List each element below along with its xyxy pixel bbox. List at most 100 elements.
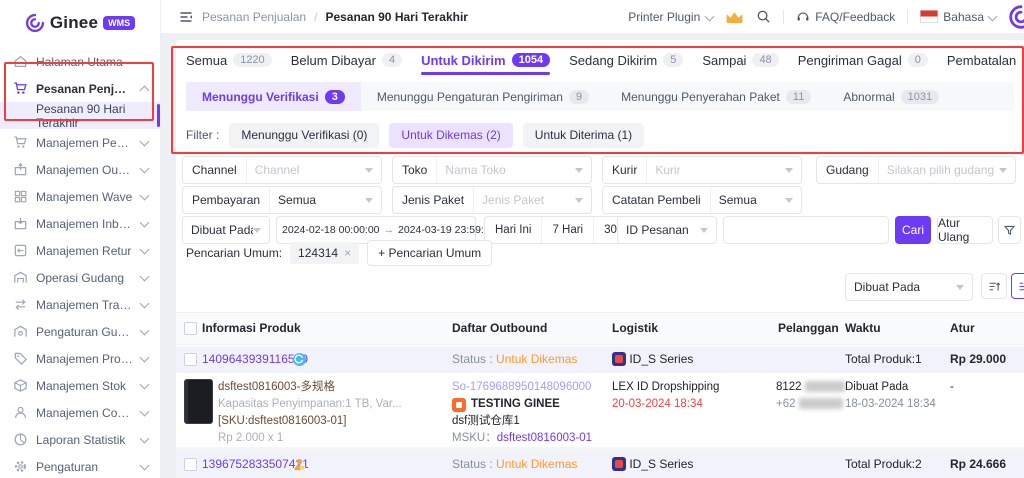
tab-belum-dibayar[interactable]: Belum Dibayar 4: [291, 53, 403, 70]
atur-ulang-button[interactable]: Atur Ulang: [937, 216, 993, 244]
order-id-link[interactable]: 1409643939116560: [202, 352, 308, 366]
sidebar-item-manajemen-stok[interactable]: Manajemen Stok: [0, 372, 160, 399]
chip-menunggu-verifikasi[interactable]: Menunggu Verifikasi (0): [229, 122, 380, 148]
chevron-down-icon: [139, 325, 150, 335]
msku-value[interactable]: dsftest0816003-01: [496, 432, 593, 444]
tab-semua[interactable]: Semua 1220: [186, 53, 272, 70]
tab-pengiriman-gagal[interactable]: Pengiriman Gagal 0: [798, 53, 928, 70]
order-amount: Rp 29.000: [950, 352, 1007, 366]
add-general-search-button[interactable]: + Pencarian Umum: [367, 240, 493, 266]
advanced-filter-button[interactable]: [998, 216, 1021, 244]
sidebar-item-manajemen-outbound[interactable]: Manajemen Outbound: [0, 156, 160, 183]
sidebar: Ginee WMS Halaman Utama Pesanan Penjuala…: [0, 0, 161, 478]
store-icon: [452, 397, 466, 412]
language-menu[interactable]: Bahasa: [920, 10, 998, 24]
chevron-down-icon: [139, 460, 150, 470]
catatan-pembeli-filter[interactable]: Catatan Pembeli Semua: [602, 186, 802, 214]
brand-name: Ginee: [49, 13, 99, 32]
product-price-qty: Rp 2.000 x 1: [218, 432, 284, 444]
order-search-input[interactable]: [723, 216, 889, 244]
select-all-checkbox[interactable]: [184, 322, 197, 335]
gudang-filter[interactable]: Gudang Silakan pilih gudang: [816, 156, 1016, 184]
so-number-link[interactable]: So-1769688950148096000: [452, 381, 592, 393]
chevron-down-icon: [139, 298, 150, 308]
stock-icon: [14, 379, 27, 392]
tab-sampai[interactable]: Sampai 48: [702, 53, 779, 70]
collapse-menu-icon[interactable]: [178, 9, 194, 25]
sidebar-item-pesanan-penjualan[interactable]: Pesanan Penjualan: [0, 75, 160, 102]
breadcrumb-parent[interactable]: Pesanan Penjualan: [202, 9, 307, 24]
jenis-paket-filter[interactable]: Jenis Paket Jenis Paket: [392, 186, 592, 214]
sort-desc-button[interactable]: [1011, 273, 1024, 299]
product-name[interactable]: dsftest0816003-多规格: [218, 381, 335, 393]
order-id-type-select[interactable]: ID Pesanan: [617, 216, 717, 244]
close-icon[interactable]: ×: [344, 246, 352, 260]
status-value: Untuk Dikemas: [496, 352, 578, 366]
subtab-menunggu-penyerahan-paket[interactable]: Menunggu Penyerahan Paket 11: [605, 82, 827, 111]
sidebar-item-pengaturan-gudang[interactable]: Pengaturan Gudang: [0, 318, 160, 345]
order-row-details: dsftest0816003-多规格 Kapasitas Penyimpanan…: [176, 373, 1024, 447]
brand-logo: Ginee WMS: [0, 0, 160, 38]
sidebar-item-manajemen-wave[interactable]: Manajemen Wave: [0, 183, 160, 210]
pembayaran-filter[interactable]: Pembayaran Semua: [182, 186, 382, 214]
sidebar-item-pengaturan[interactable]: Pengaturan: [0, 453, 160, 478]
subtab-menunggu-pengaturan-pengiriman[interactable]: Menunggu Pengaturan Pengiriman 9: [361, 82, 605, 111]
sidebar-item-pesanan-90-hari[interactable]: Pesanan 90 Hari Terakhir: [0, 102, 160, 130]
sidebar-item-laporan-statistik[interactable]: Laporan Statistik: [0, 426, 160, 453]
7-hari-button[interactable]: 7 Hari: [541, 217, 593, 243]
sidebar-item-manajemen-inbound[interactable]: Manajemen Inbound: [0, 210, 160, 237]
printer-plugin-menu[interactable]: Printer Plugin: [628, 10, 715, 24]
consignor-badge-icon[interactable]: [292, 457, 307, 472]
sync-status-icon[interactable]: [292, 352, 307, 367]
sidebar-item-manajemen-transfer[interactable]: Manajemen Transfer: [0, 291, 160, 318]
chip-untuk-dikemas[interactable]: Untuk Dikemas (2): [389, 122, 513, 148]
customer-id-prefix: 8122: [776, 381, 802, 393]
row-checkbox[interactable]: [184, 458, 197, 471]
sidebar-item-manajemen-produk[interactable]: Manajemen Produk: [0, 345, 160, 372]
chevron-down-icon: [365, 197, 373, 203]
sidebar-item-manajemen-consignor[interactable]: Manajemen Consignor: [0, 399, 160, 426]
product-icon: [14, 352, 27, 365]
search-icon[interactable]: [756, 9, 771, 24]
chip-untuk-diterima[interactable]: Untuk Diterima (1): [522, 122, 645, 148]
crown-icon[interactable]: [725, 9, 744, 25]
tab-pembatalan[interactable]: Pembatalan109: [947, 53, 1024, 70]
chevron-down-icon: [139, 244, 150, 254]
tab-untuk-dikirim[interactable]: Untuk Dikirim 1054: [421, 53, 551, 75]
date-range-picker[interactable]: 2024-02-18 00:00:00 → 2024-03-19 23:59:5…: [276, 216, 496, 244]
cari-button[interactable]: Cari: [895, 216, 931, 244]
customer-phone-prefix: +62: [776, 398, 796, 410]
column-header: Pelanggan: [778, 321, 839, 335]
kurir-filter[interactable]: Kurir Kurir: [602, 156, 802, 184]
redacted-phone: [798, 398, 843, 410]
order-id-link[interactable]: 1396752833507421: [202, 457, 309, 471]
divider: [783, 9, 785, 24]
hari-ini-button[interactable]: Hari Ini: [495, 224, 532, 236]
sort-field-select[interactable]: Dibuat Pada: [845, 273, 973, 301]
breadcrumb-current: Pesanan 90 Hari Terakhir: [325, 9, 468, 24]
total-produk: Total Produk:1: [845, 352, 922, 366]
ginee-account-logo[interactable]: [1008, 4, 1024, 30]
outbound-info: So-1769688950148096000 TESTING GINEE dsf…: [452, 379, 592, 447]
table-header: Informasi Produk Daftar Outbound Logisti…: [176, 312, 1024, 345]
subtab-abnormal[interactable]: Abnormal 1031: [827, 82, 955, 111]
tab-sedang-dikirim[interactable]: Sedang Dikirim 5: [569, 53, 684, 70]
sidebar-item-operasi-gudang[interactable]: Operasi Gudang: [0, 264, 160, 291]
date-type-select[interactable]: Dibuat Pada: [182, 216, 270, 244]
chevron-down-icon: [704, 11, 715, 22]
row-checkbox[interactable]: [184, 353, 197, 366]
subtab-menunggu-verifikasi[interactable]: Menunggu Verifikasi 3: [186, 82, 361, 111]
faq-feedback-link[interactable]: FAQ/Feedback: [796, 10, 895, 24]
subtab-count-badge: 9: [568, 89, 590, 104]
toko-filter[interactable]: Toko Nama Toko: [392, 156, 592, 184]
sort-asc-button[interactable]: [981, 273, 1007, 299]
chevron-down-icon: [785, 197, 793, 203]
sidebar-item-manajemen-pesanan[interactable]: Manajemen Pesanan: [0, 129, 160, 156]
date-start[interactable]: 2024-02-18 00:00:00: [282, 224, 380, 236]
date-end[interactable]: 2024-03-19 23:59:59: [398, 224, 496, 236]
channel-filter[interactable]: Channel Channel: [182, 156, 382, 184]
sidebar-item-manajemen-retur[interactable]: Manajemen Retur: [0, 237, 160, 264]
sidebar-item-halaman-utama[interactable]: Halaman Utama: [0, 48, 160, 75]
chevron-down-icon: [987, 11, 998, 22]
order-status-tabs: Semua 1220 Belum Dibayar 4 Untuk Dikirim 10…: [186, 47, 1024, 75]
